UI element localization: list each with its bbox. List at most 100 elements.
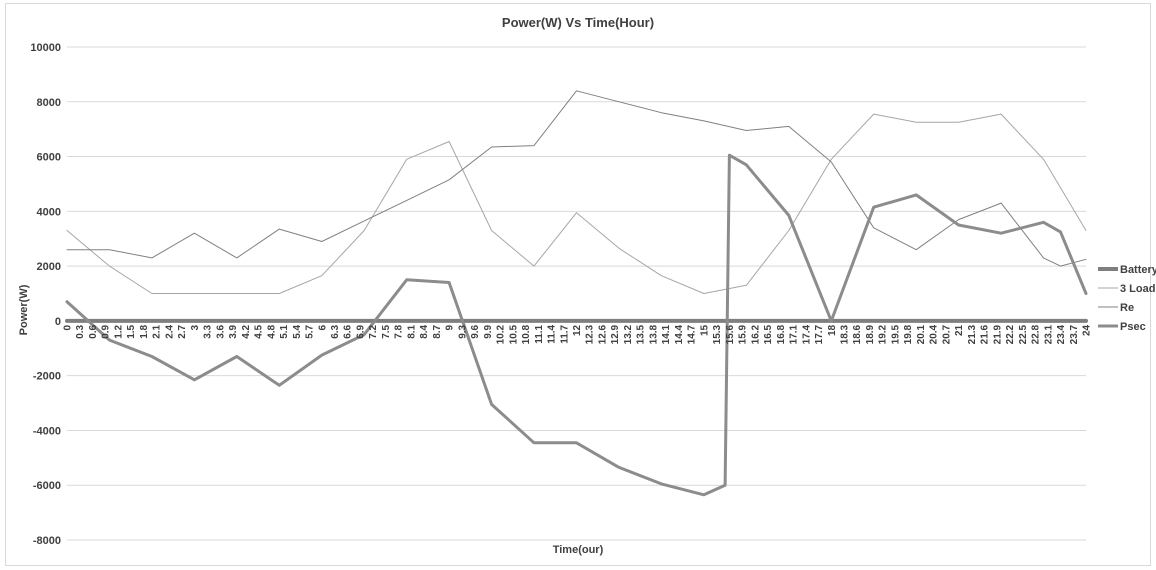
x-tick-label: 12.9: [610, 324, 621, 344]
x-tick-label: 21: [954, 324, 965, 336]
x-tick-label: 15.3: [712, 324, 723, 344]
series-line-3-load: [66, 113, 1087, 294]
x-tick-labels: 0 0.3 0.6 0.9 1.2 1.5 1.8 2.1 2.4 2.7 3 3.3 3.6 3.9 4.…: [63, 324, 1093, 344]
x-tick-label: 12: [572, 324, 583, 336]
x-tick-label: 20.4: [929, 324, 940, 344]
x-tick-label: 11.4: [547, 324, 558, 343]
x-tick-label: 3.3: [203, 324, 214, 338]
y-axis-label: Power(W): [18, 284, 30, 335]
x-tick-label: 15: [699, 324, 710, 336]
x-tick-label: 21.9: [992, 324, 1003, 344]
x-tick-label: 3.6: [215, 324, 226, 338]
x-tick-label: 23.4: [1056, 324, 1067, 344]
x-tick-label: 15.9: [738, 324, 749, 344]
x-tick-label: 20.1: [916, 324, 927, 344]
x-tick-label: 2.4: [164, 324, 175, 338]
x-tick-label: 11.7: [559, 324, 570, 343]
x-tick-label: 22.5: [1018, 324, 1029, 344]
x-tick-label: 4.2: [241, 324, 252, 338]
x-tick-label: 13.5: [636, 324, 647, 344]
y-tick-label: -4000: [33, 425, 61, 437]
legend: Battery 3 Load Re Psec: [1098, 264, 1156, 333]
x-tick-label: 21.3: [967, 324, 978, 344]
x-tick-label: 17.1: [789, 324, 800, 344]
x-tick-label: 9.3: [457, 324, 468, 338]
y-tick-label: 10000: [30, 42, 61, 54]
x-tick-label: 9.6: [470, 324, 481, 338]
x-tick-label: 23.1: [1043, 324, 1054, 344]
x-tick-label: 13.2: [623, 324, 634, 344]
x-tick-label: 9.9: [483, 324, 494, 338]
x-tick-label: 10.5: [508, 324, 519, 344]
x-tick-label: 7.2: [368, 324, 379, 338]
x-tick-label: 16.5: [763, 324, 774, 344]
chart-border: [5, 3, 1151, 566]
y-tick-label: -8000: [33, 535, 61, 547]
x-tick-label: 0: [63, 324, 74, 330]
x-tick-label: 7.8: [394, 324, 405, 338]
x-tick-label: 23.7: [1069, 324, 1080, 344]
x-tick-label: 22.2: [1005, 324, 1016, 344]
x-tick-label: 22.8: [1031, 324, 1042, 344]
x-tick-label: 3.9: [228, 324, 239, 338]
x-tick-label: 15.6: [725, 324, 736, 344]
legend-label: Battery: [1120, 264, 1156, 276]
y-tick-label: 2000: [37, 261, 61, 273]
y-tick-label: -6000: [33, 480, 61, 492]
legend-label: Re: [1120, 302, 1134, 314]
x-tick-label: 11.1: [534, 324, 545, 343]
x-tick-label: 3: [190, 324, 201, 330]
x-tick-label: 17.7: [814, 324, 825, 344]
legend-label: Psec: [1120, 321, 1146, 333]
x-tick-label: 17.4: [801, 324, 812, 344]
y-tick-labels: -8000 -6000 -4000 -2000 0 2000 4000 6000 8000 100…: [30, 42, 61, 547]
x-tick-label: 7.5: [381, 324, 392, 338]
x-tick-label: 5.1: [279, 324, 290, 338]
y-tick-label: 8000: [37, 97, 61, 109]
x-tick-label: 13.8: [648, 324, 659, 344]
x-tick-label: 4.8: [266, 324, 277, 338]
x-tick-label: 21.6: [980, 324, 991, 344]
x-axis-label: Time(our): [553, 544, 604, 556]
x-tick-label: 8.7: [432, 324, 443, 338]
x-tick-label: 19.2: [878, 324, 889, 344]
series-lines: [65, 90, 1088, 497]
x-tick-label: 1.8: [139, 324, 150, 338]
y-tick-label: 0: [55, 316, 61, 328]
x-tick-label: 0.3: [75, 324, 86, 338]
x-tick-label: 24: [1082, 324, 1093, 336]
x-tick-label: 5.7: [305, 324, 316, 338]
x-tick-label: 18.3: [840, 324, 851, 344]
x-tick-label: 16.2: [750, 324, 761, 344]
x-tick-label: 2.1: [152, 324, 163, 338]
x-tick-label: 14.1: [661, 324, 672, 344]
x-tick-label: 19.5: [890, 324, 901, 344]
x-tick-label: 19.8: [903, 324, 914, 344]
chart-title: Power(W) Vs Time(Hour): [502, 15, 654, 30]
x-tick-label: 6.9: [356, 324, 367, 338]
x-tick-label: 18.9: [865, 324, 876, 344]
y-tick-label: -2000: [33, 371, 61, 383]
x-tick-label: 12.3: [585, 324, 596, 344]
x-tick-label: 6.6: [343, 324, 354, 338]
x-tick-label: 5.4: [292, 324, 303, 338]
series-line-re: [66, 90, 1087, 267]
x-tick-label: 0.9: [101, 324, 112, 338]
x-tick-label: 6: [317, 324, 328, 330]
x-tick-label: 14.4: [674, 324, 685, 344]
series-line-psec: [65, 153, 1088, 497]
x-tick-label: 8.1: [406, 324, 417, 338]
y-tick-label: 4000: [37, 206, 61, 218]
x-tick-label: 0.6: [88, 324, 99, 338]
x-tick-label: 16.8: [776, 324, 787, 344]
legend-label: 3 Load: [1120, 283, 1155, 295]
x-tick-label: 14.7: [687, 324, 698, 344]
x-tick-label: 10.2: [496, 324, 507, 344]
x-tick-label: 1.5: [126, 324, 137, 338]
x-tick-label: 12.6: [598, 324, 609, 344]
y-tick-label: 6000: [37, 152, 61, 164]
x-tick-label: 8.4: [419, 324, 430, 338]
x-tick-label: 20.7: [941, 324, 952, 344]
